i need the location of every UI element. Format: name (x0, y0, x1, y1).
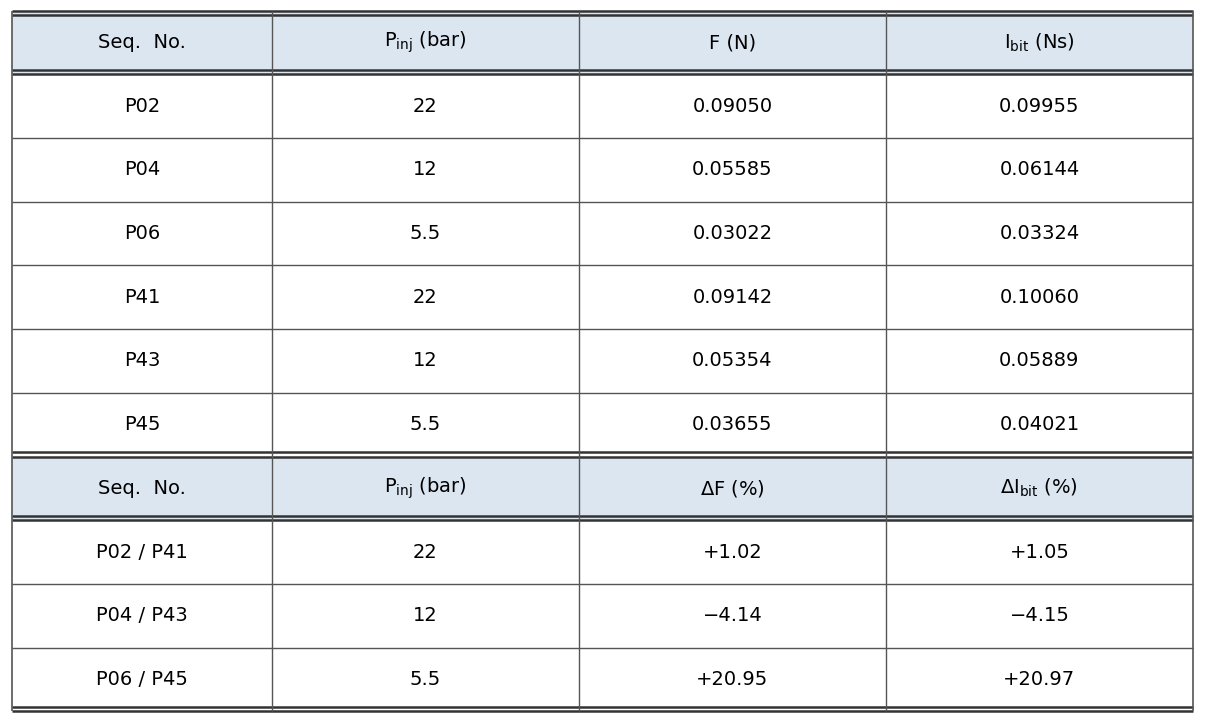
Text: 0.06144: 0.06144 (999, 160, 1080, 180)
Text: 12: 12 (413, 160, 437, 180)
Bar (12, 456, 1193, 520)
Text: +1.05: +1.05 (1010, 542, 1069, 562)
Text: P$_{\mathrm{inj}}$ (bar): P$_{\mathrm{inj}}$ (bar) (384, 476, 466, 501)
Text: P45: P45 (124, 415, 160, 434)
Text: +20.97: +20.97 (1004, 670, 1076, 689)
Bar (12, 11, 1193, 74)
Text: 0.09955: 0.09955 (999, 97, 1080, 116)
Text: 12: 12 (413, 606, 437, 625)
Text: 22: 22 (413, 97, 437, 116)
Text: P$_{\mathrm{inj}}$ (bar): P$_{\mathrm{inj}}$ (bar) (384, 30, 466, 56)
Text: 0.10060: 0.10060 (999, 288, 1080, 307)
Text: 0.05889: 0.05889 (999, 352, 1080, 370)
Text: −4.15: −4.15 (1010, 606, 1069, 625)
Text: P06: P06 (124, 224, 160, 243)
Text: 0.05585: 0.05585 (692, 160, 772, 180)
Text: P43: P43 (124, 352, 160, 370)
Text: 12: 12 (413, 352, 437, 370)
Text: 0.03022: 0.03022 (693, 224, 772, 243)
Text: 0.04021: 0.04021 (999, 415, 1080, 434)
Text: P06 / P45: P06 / P45 (96, 670, 188, 689)
Text: P04 / P43: P04 / P43 (96, 606, 188, 625)
Text: 0.09142: 0.09142 (693, 288, 772, 307)
Text: P02: P02 (124, 97, 160, 116)
Text: +1.02: +1.02 (703, 542, 763, 562)
Text: 5.5: 5.5 (410, 224, 441, 243)
Text: 5.5: 5.5 (410, 415, 441, 434)
Text: −4.14: −4.14 (703, 606, 763, 625)
Text: 0.03324: 0.03324 (999, 224, 1080, 243)
Text: 0.03655: 0.03655 (692, 415, 772, 434)
Text: $\Delta$I$_{\mathrm{bit}}$ (%): $\Delta$I$_{\mathrm{bit}}$ (%) (1000, 477, 1078, 500)
Text: 22: 22 (413, 542, 437, 562)
Text: F (N): F (N) (709, 33, 756, 52)
Text: 22: 22 (413, 288, 437, 307)
Text: P02 / P41: P02 / P41 (96, 542, 188, 562)
Text: 0.09050: 0.09050 (693, 97, 772, 116)
Text: $\Delta$F (%): $\Delta$F (%) (700, 478, 765, 499)
Text: +20.95: +20.95 (696, 670, 769, 689)
Text: I$_{\mathrm{bit}}$ (Ns): I$_{\mathrm{bit}}$ (Ns) (1004, 32, 1075, 54)
Text: Seq.  No.: Seq. No. (98, 479, 186, 498)
Text: Seq.  No.: Seq. No. (98, 33, 186, 52)
Text: 0.05354: 0.05354 (692, 352, 772, 370)
Text: 5.5: 5.5 (410, 670, 441, 689)
Text: P41: P41 (124, 288, 160, 307)
Text: P04: P04 (124, 160, 160, 180)
